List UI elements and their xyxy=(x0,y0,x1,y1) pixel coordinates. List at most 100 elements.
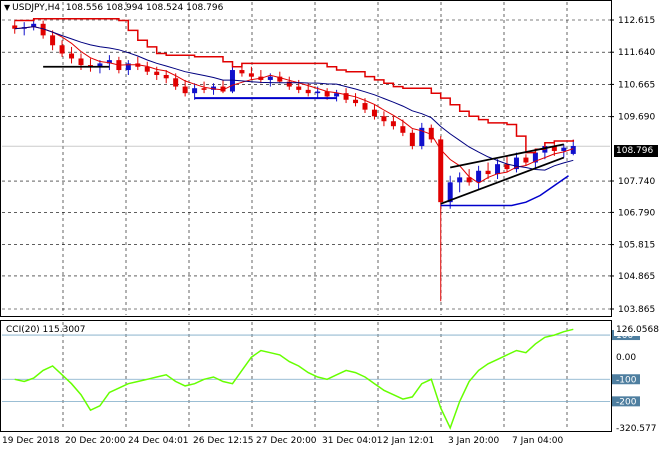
candle-body xyxy=(504,164,510,170)
candle-body xyxy=(154,71,160,75)
cci-header: CCI(20) 115.3007 xyxy=(6,325,86,335)
candle-body xyxy=(267,76,273,80)
candle-body xyxy=(353,99,359,104)
price-tick-label: 103.865 xyxy=(618,305,655,315)
candle-body xyxy=(400,126,406,133)
candle-body xyxy=(334,93,340,97)
candle-body xyxy=(12,25,18,29)
candle-body xyxy=(532,152,538,163)
price-tick-label: 107.740 xyxy=(618,177,655,187)
time-tick-label: 20 Dec 20:00 xyxy=(65,436,126,446)
ma-slow-line xyxy=(14,26,574,171)
cci-line xyxy=(14,328,574,430)
candle-body xyxy=(69,53,75,59)
time-tick-label: 2 Jan 12:01 xyxy=(383,436,434,446)
candle-body xyxy=(409,132,415,147)
wedge-upper-line xyxy=(450,143,564,169)
time-tick-label: 27 Dec 20:00 xyxy=(256,436,317,446)
candle-body xyxy=(466,177,472,183)
candle-body xyxy=(31,23,37,28)
candle-body xyxy=(296,86,302,90)
candle-body xyxy=(277,76,283,82)
ma-fast-line xyxy=(14,26,574,184)
candle-body xyxy=(419,127,425,147)
ohlc-readout: 108.556 108.994 108.524 108.796 xyxy=(65,3,224,13)
time-axis: 19 Dec 2018 20 Dec 20:00 24 Dec 04:01 26 De… xyxy=(2,436,564,446)
time-tick-label: 7 Jan 04:00 xyxy=(512,436,564,446)
price-tick-label: 111.640 xyxy=(618,48,655,58)
candle-body xyxy=(286,81,292,87)
candle-body xyxy=(362,103,368,110)
candle-body xyxy=(523,157,529,163)
candle-body xyxy=(50,35,56,46)
time-tick-label: 3 Jan 20:00 xyxy=(448,436,500,446)
price-tick-label: 110.665 xyxy=(618,80,655,90)
price-panel xyxy=(0,0,612,317)
time-tick-label: 24 Dec 04:01 xyxy=(128,436,189,446)
cci-indicator xyxy=(14,328,574,430)
cci-axis: 100 0.00 -100 -200 -320.577 xyxy=(612,330,656,434)
candle-body xyxy=(59,45,65,54)
resistance-step-line xyxy=(14,18,575,154)
candle-body xyxy=(144,66,150,72)
candle-body xyxy=(381,116,387,122)
candle-body xyxy=(192,88,198,94)
candle-body xyxy=(163,74,169,79)
candle-body xyxy=(229,70,235,92)
candle-body xyxy=(173,78,179,87)
candle-body xyxy=(97,63,103,67)
price-axis: 112.615 111.640 110.665 109.690 107.740 106.7… xyxy=(610,16,655,315)
price-tick-label: 109.690 xyxy=(618,113,655,123)
candle-body xyxy=(570,146,576,154)
candle-body xyxy=(428,127,434,140)
candle-body xyxy=(239,70,245,74)
candle-body xyxy=(438,139,444,203)
time-tick-label: 19 Dec 2018 xyxy=(2,436,60,446)
candle-body xyxy=(485,170,491,175)
cci-tick-label: 100 xyxy=(616,331,633,341)
price-tick-label: 104.865 xyxy=(618,272,655,282)
price-tick-label: 106.790 xyxy=(618,208,655,218)
candle-body xyxy=(551,146,557,151)
cci-current-tag: 126.0568 xyxy=(614,325,659,336)
candle-body xyxy=(324,91,330,97)
candle-body xyxy=(182,86,188,94)
current-price-tag: 108.796 xyxy=(614,145,658,157)
candle-body xyxy=(315,91,321,94)
indicator-overlays xyxy=(14,18,575,207)
price-tick-label: 105.815 xyxy=(618,241,655,251)
candle-body xyxy=(305,89,311,94)
candle-body xyxy=(125,63,131,71)
time-tick-label: 26 Dec 12:15 xyxy=(193,436,254,446)
candle-body xyxy=(220,86,226,92)
cci-tick-label: -320.577 xyxy=(616,424,656,434)
time-tick-label: 31 Dec 04:01 xyxy=(322,436,383,446)
candle-body xyxy=(78,58,84,66)
cci-tick-label: -200 xyxy=(616,397,637,407)
chart-menu-icon[interactable]: ▼ xyxy=(4,3,11,12)
candle-body xyxy=(447,182,453,203)
candle-body xyxy=(343,93,349,100)
support-trail-line xyxy=(440,175,569,207)
candle-body xyxy=(40,23,46,36)
candle-body xyxy=(476,170,482,183)
wedge-lower-line xyxy=(440,156,565,205)
symbol-label: USDJPY,H4 xyxy=(12,3,61,13)
candle-body xyxy=(457,177,463,183)
candle-body xyxy=(201,88,207,90)
candle-body xyxy=(211,86,217,90)
candlesticks xyxy=(12,18,576,302)
candle-body xyxy=(390,121,396,127)
candle-body xyxy=(561,147,567,151)
candle-body xyxy=(513,157,519,170)
candle-body xyxy=(248,73,254,77)
candle-body xyxy=(371,109,377,117)
cci-tick-label: -100 xyxy=(616,375,637,385)
candle-body xyxy=(495,164,501,175)
chart-header: ▼ USDJPY,H4 108.556 108.994 108.524 108.7… xyxy=(4,3,223,13)
cci-panel xyxy=(0,320,612,432)
cci-tick-label: 0.00 xyxy=(616,353,636,363)
price-tick-label: 112.615 xyxy=(618,16,655,26)
candle-body xyxy=(106,60,112,64)
